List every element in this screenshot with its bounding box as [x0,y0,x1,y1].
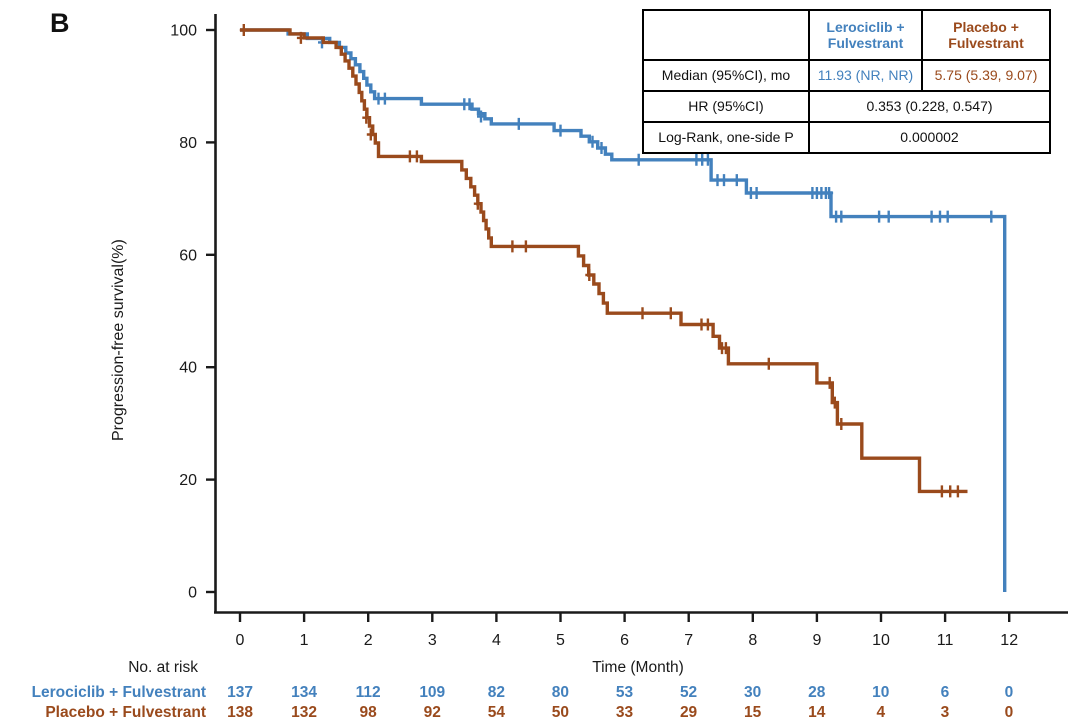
stats-header-placebo: Placebo + Fulvestrant [921,9,1051,61]
risk-count: 80 [551,684,570,701]
stats-median-lerociclib: 11.93 (NR, NR) [808,59,923,92]
stats-header-lerociclib: Lerociclib + Fulvestrant [808,9,923,61]
stats-hr-value: 0.353 (0.228, 0.547) [808,90,1051,123]
risk-count: 132 [291,704,318,721]
risk-count: 137 [227,684,253,701]
x-tick-label: 11 [937,632,954,649]
risk-row-1: 138 132 98 92 54 50 33 29 15 14 4 3 0 [208,704,1041,722]
risk-count: 4 [876,704,886,721]
y-tick-label: 0 [188,585,197,602]
x-tick-label: 3 [428,632,437,649]
risk-count: 54 [487,704,505,721]
stats-logrank-label: Log-Rank, one-side P [642,121,810,154]
x-tick-label: 0 [236,632,245,649]
x-tick-label: 10 [872,632,890,649]
stats-median-placebo: 5.75 (5.39, 9.07) [921,59,1051,92]
placebo-censor-marks [239,24,962,498]
y-tick-label: 40 [179,360,197,377]
risk-count: 53 [615,684,634,701]
y-tick-label: 60 [179,247,197,264]
y-tick-label: 100 [170,23,197,40]
stats-logrank-value: 0.000002 [808,121,1051,154]
risk-label-placebo: Placebo + Fulvestrant [45,704,206,721]
stats-logrank-row: Log-Rank, one-side P 0.000002 [642,121,1051,154]
risk-row-0: 137 134 112 109 82 80 53 52 30 28 10 6 0 [208,684,1041,702]
stats-header-row: Lerociclib + Fulvestrant Placebo + Fulve… [642,9,1051,61]
risk-count: 134 [291,684,318,701]
risk-count: 6 [940,684,950,701]
risk-count: 109 [419,684,446,701]
stats-table: Lerociclib + Fulvestrant Placebo + Fulve… [642,9,1051,154]
risk-count: 30 [744,684,762,701]
axes-lines [214,14,1068,614]
placebo-curve [240,28,968,494]
no-at-risk-label: No. at risk [128,659,198,676]
stats-median-row: Median (95%CI), mo 11.93 (NR, NR) 5.75 (… [642,59,1051,92]
risk-count: 112 [355,684,381,701]
risk-count: 10 [872,684,890,701]
stats-median-label: Median (95%CI), mo [642,59,810,92]
panel-label: B [50,8,70,38]
x-tick-label: 2 [364,632,373,649]
stats-hr-row: HR (95%CI) 0.353 (0.228, 0.547) [642,90,1051,123]
y-tick-label: 20 [179,472,197,489]
risk-count: 28 [808,684,826,701]
x-tick-label: 7 [684,632,693,649]
x-tick-label: 5 [556,632,565,649]
risk-count: 50 [551,704,570,721]
risk-count: 15 [744,704,762,721]
x-axis-title: Time (Month) [592,659,684,676]
risk-count: 52 [679,684,698,701]
risk-count: 82 [487,684,505,701]
risk-count: 92 [423,704,441,721]
x-tick-label: 8 [748,632,757,649]
risk-count: 138 [227,704,253,721]
risk-count: 3 [940,704,950,721]
x-tick-label: 12 [1000,632,1018,649]
risk-count: 98 [359,704,377,721]
stats-hr-label: HR (95%CI) [642,90,810,123]
risk-count: 14 [808,704,826,721]
x-tick-label: 1 [300,632,309,649]
risk-label-lerociclib: Lerociclib + Fulvestrant [31,684,206,701]
risk-count: 33 [615,704,634,721]
x-tick-label: 9 [812,632,821,649]
risk-count: 29 [679,704,698,721]
risk-count: 0 [1004,684,1014,701]
x-tick-label: 6 [620,632,629,649]
stats-blank-cell [642,9,810,61]
risk-count: 0 [1004,704,1014,721]
y-tick-label: 80 [179,135,197,152]
x-tick-label: 4 [492,632,501,649]
